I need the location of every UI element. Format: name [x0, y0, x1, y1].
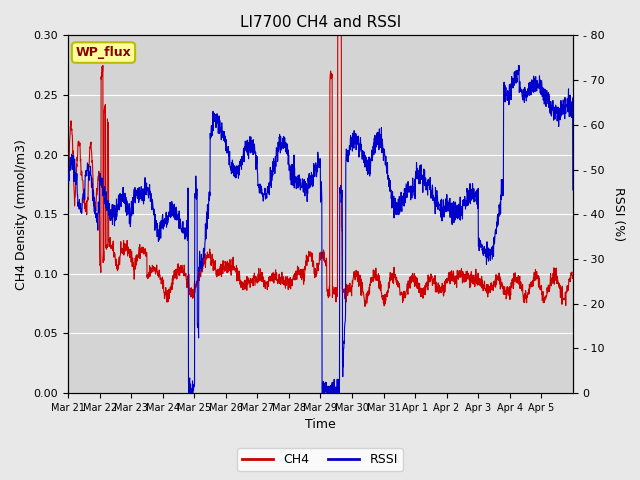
Y-axis label: RSSI (%): RSSI (%): [612, 187, 625, 241]
Text: WP_flux: WP_flux: [76, 46, 131, 59]
Legend: CH4, RSSI: CH4, RSSI: [237, 448, 403, 471]
Title: LI7700 CH4 and RSSI: LI7700 CH4 and RSSI: [240, 15, 401, 30]
X-axis label: Time: Time: [305, 419, 336, 432]
Y-axis label: CH4 Density (mmol/m3): CH4 Density (mmol/m3): [15, 139, 28, 289]
